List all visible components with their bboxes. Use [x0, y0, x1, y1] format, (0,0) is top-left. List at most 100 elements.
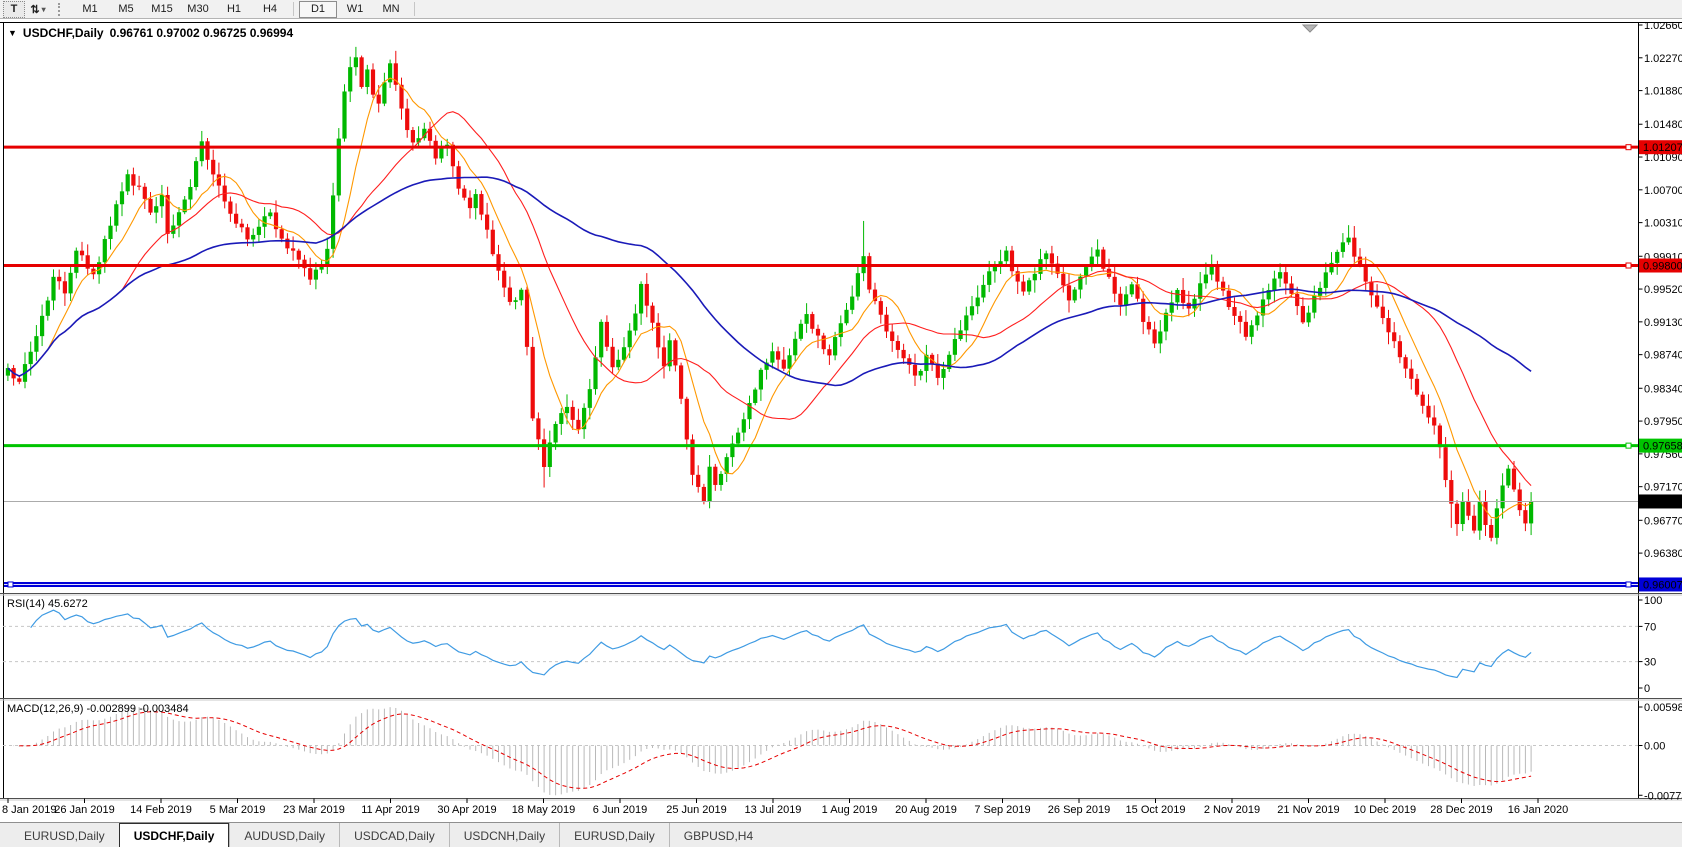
price-badge-0.97658: 0.97658	[1639, 438, 1682, 453]
macd-tick-label: 0.005986	[1644, 702, 1682, 714]
price-tick-label: 1.01090	[1644, 152, 1682, 164]
date-label: 8 Jan 2019	[2, 804, 56, 816]
tab-6-GBPUSD-H4[interactable]: GBPUSD,H4	[668, 823, 767, 847]
rsi-tick-label: 30	[1644, 657, 1656, 669]
date-label: 7 Sep 2019	[974, 804, 1030, 816]
chart-title: ▼ USDCHF,Daily 0.96761 0.97002 0.96725 0…	[8, 26, 293, 40]
price-tick-label: 1.01480	[1644, 119, 1682, 131]
price-tick-label: 0.99910	[1644, 251, 1682, 263]
date-label: 26 Jan 2019	[54, 804, 115, 816]
macd-panel-label: MACD(12,26,9) -0.002899 -0.003484	[7, 703, 189, 715]
chart-dropdown-icon[interactable]: ▼	[8, 28, 17, 38]
svg-text:1.01207: 1.01207	[1643, 142, 1682, 154]
svg-text:0.96994: 0.96994	[1643, 496, 1682, 508]
macd-histogram	[13, 706, 1532, 796]
hline-1.01207[interactable]	[3, 144, 1639, 151]
hline-0.99800[interactable]	[3, 262, 1639, 269]
chart-tab-bar: EURUSD,Daily USDCHF,Daily AUDUSD,Daily USDC…	[0, 822, 1682, 847]
svg-text:0.96007: 0.96007	[1643, 579, 1682, 591]
date-label: 11 Apr 2019	[361, 804, 420, 816]
rsi-tick-label: 0	[1644, 683, 1650, 695]
tab-5-EURUSD-Daily[interactable]: EURUSD,Daily	[559, 823, 669, 847]
price-tick-label: 0.99520	[1644, 284, 1682, 296]
date-label: 16 Jan 2020	[1508, 804, 1569, 816]
price-tick-label: 0.96770	[1644, 515, 1682, 527]
timeframe-button-H4[interactable]: H4	[262, 3, 278, 15]
text-tool-button[interactable]: T	[3, 0, 25, 18]
timeframe-button-M30[interactable]: M30	[187, 3, 209, 15]
price-badge-0.96994: 0.96994	[1639, 494, 1682, 509]
price-badge-0.99800: 0.99800	[1639, 258, 1682, 273]
ma-fast-line	[7, 77, 1532, 519]
timeframe-button-M1[interactable]: M1	[82, 3, 98, 15]
hline-handle-icon	[1625, 442, 1632, 449]
chevron-down-icon: ▾	[41, 4, 46, 14]
tab-1-USDCHF-Daily[interactable]: USDCHF,Daily	[118, 823, 230, 847]
date-label: 26 Sep 2019	[1048, 804, 1110, 816]
timeframe-button-W1[interactable]: W1	[346, 3, 364, 15]
chart-shift-triangle-icon[interactable]	[1301, 24, 1319, 33]
chart-area: 1.02660 1.02270 1.01880 1.01480 1.01090 1.007…	[0, 22, 1682, 822]
ma-mid-line	[7, 111, 1532, 486]
date-label: 23 Mar 2019	[283, 804, 345, 816]
price-tick-label: 1.02270	[1644, 53, 1682, 65]
ma-slow-line	[7, 176, 1532, 387]
rsi-tick-label: 100	[1644, 595, 1662, 607]
timeframe-button-MN[interactable]: MN	[382, 3, 400, 15]
price-tick-label: 1.00310	[1644, 218, 1682, 230]
price-badge-0.96007: 0.96007	[1639, 577, 1682, 592]
price-tick-label: 0.98740	[1644, 350, 1682, 362]
hline-handle-icon	[1625, 581, 1632, 588]
date-label: 18 May 2019	[512, 804, 576, 816]
price-tick-label: 0.99130	[1644, 317, 1682, 329]
toolbar-separator	[293, 2, 294, 16]
hline-handle-icon	[1625, 144, 1632, 151]
date-label: 6 Jun 2019	[593, 804, 647, 816]
hline-0.97658[interactable]	[3, 442, 1639, 449]
price-badge-1.01207: 1.01207	[1639, 140, 1682, 155]
date-label: 25 Jun 2019	[666, 804, 727, 816]
rsi-panel-label: RSI(14) 45.6272	[7, 598, 88, 610]
date-label: 21 Nov 2019	[1277, 804, 1339, 816]
tab-4-USDCNH-Daily[interactable]: USDCNH,Daily	[448, 823, 559, 847]
toolbar-grip[interactable]	[58, 2, 66, 16]
price-tick-label: 1.01880	[1644, 86, 1682, 98]
date-label: 13 Jul 2019	[745, 804, 802, 816]
tab-0-EURUSD-Daily[interactable]: EURUSD,Daily	[24, 828, 105, 843]
tab-3-USDCAD-Daily[interactable]: USDCAD,Daily	[339, 823, 449, 847]
price-tick-label: 0.97170	[1644, 482, 1682, 494]
date-label: 20 Aug 2019	[895, 804, 957, 816]
hline-0.96007[interactable]	[3, 581, 1639, 588]
chart-symbol: USDCHF,Daily	[22, 26, 104, 40]
timeframe-button-D1[interactable]: D1	[299, 0, 337, 18]
hline-handle-icon	[1625, 262, 1632, 269]
cycle-arrows-icon: ⇅	[30, 3, 40, 16]
price-tick-label: 0.98340	[1644, 383, 1682, 395]
timeframe-button-M15[interactable]: M15	[151, 3, 173, 15]
macd-tick-label: 0.00	[1644, 741, 1665, 753]
date-label: 28 Dec 2019	[1430, 804, 1492, 816]
date-label: 30 Apr 2019	[437, 804, 496, 816]
rsi-tick-label: 70	[1644, 621, 1656, 633]
candles-group	[5, 46, 1534, 545]
tab-2-AUDUSD-Daily[interactable]: AUDUSD,Daily	[229, 823, 339, 847]
svg-text:0.97658: 0.97658	[1643, 441, 1682, 453]
cycle-arrows-tool-button[interactable]: ⇅ ▾	[28, 2, 48, 17]
price-tick-label: 1.00700	[1644, 185, 1682, 197]
price-axis[interactable]: 1.02660 1.02270 1.01880 1.01480 1.01090 1.007…	[1638, 22, 1682, 802]
timeframe-button-group: M1 M5 M15 M30 H1 H4 D1 W1 MN	[72, 0, 420, 18]
date-label: 1 Aug 2019	[822, 804, 878, 816]
rsi-line	[30, 609, 1532, 679]
date-label: 15 Oct 2019	[1126, 804, 1186, 816]
date-label: 5 Mar 2019	[210, 804, 266, 816]
candlestick-chart: 1.02660 1.02270 1.01880 1.01480 1.01090 1.007…	[0, 22, 1682, 817]
timeframe-button-H1[interactable]: H1	[226, 3, 242, 15]
macd-tick-label: -0.007737	[1644, 790, 1682, 802]
date-label: 14 Feb 2019	[130, 804, 192, 816]
svg-text:0.99800: 0.99800	[1643, 261, 1682, 273]
timeframe-button-M5[interactable]: M5	[118, 3, 134, 15]
macd-signal-line	[19, 711, 1532, 789]
hline-handle-icon	[7, 581, 14, 588]
